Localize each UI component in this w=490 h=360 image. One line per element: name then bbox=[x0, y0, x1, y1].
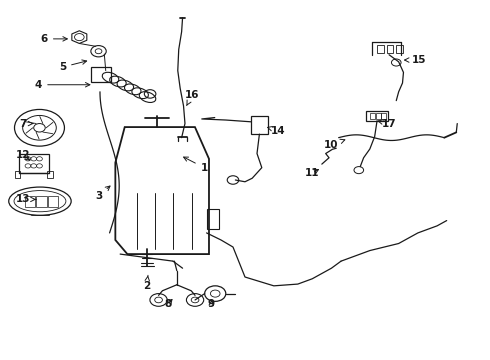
Text: 16: 16 bbox=[185, 90, 199, 105]
Text: 7: 7 bbox=[20, 118, 33, 129]
Text: 5: 5 bbox=[59, 60, 87, 72]
Text: 9: 9 bbox=[208, 299, 215, 309]
Text: 2: 2 bbox=[143, 275, 150, 291]
Bar bbox=[377, 45, 384, 53]
Bar bbox=[396, 45, 403, 53]
Bar bbox=[387, 45, 393, 53]
Bar bbox=[376, 113, 381, 119]
Text: 12: 12 bbox=[16, 150, 30, 160]
Bar bbox=[19, 153, 49, 173]
Bar bbox=[36, 195, 47, 207]
Text: 4: 4 bbox=[35, 80, 90, 90]
Bar bbox=[15, 171, 20, 178]
Bar bbox=[24, 195, 35, 207]
Text: 17: 17 bbox=[378, 118, 396, 129]
Bar bbox=[48, 195, 58, 207]
Bar bbox=[370, 113, 375, 119]
Text: 10: 10 bbox=[324, 139, 345, 150]
Text: 3: 3 bbox=[95, 186, 110, 201]
Text: 15: 15 bbox=[405, 55, 426, 65]
Text: 13: 13 bbox=[16, 194, 36, 204]
Bar bbox=[207, 209, 219, 229]
Bar bbox=[367, 111, 388, 121]
Bar bbox=[251, 117, 268, 134]
Bar bbox=[47, 171, 53, 178]
Text: 6: 6 bbox=[41, 34, 67, 44]
Text: 11: 11 bbox=[305, 168, 319, 178]
Bar bbox=[381, 113, 386, 119]
Text: 1: 1 bbox=[184, 157, 208, 173]
Text: 14: 14 bbox=[268, 126, 286, 136]
Text: 8: 8 bbox=[165, 299, 172, 309]
